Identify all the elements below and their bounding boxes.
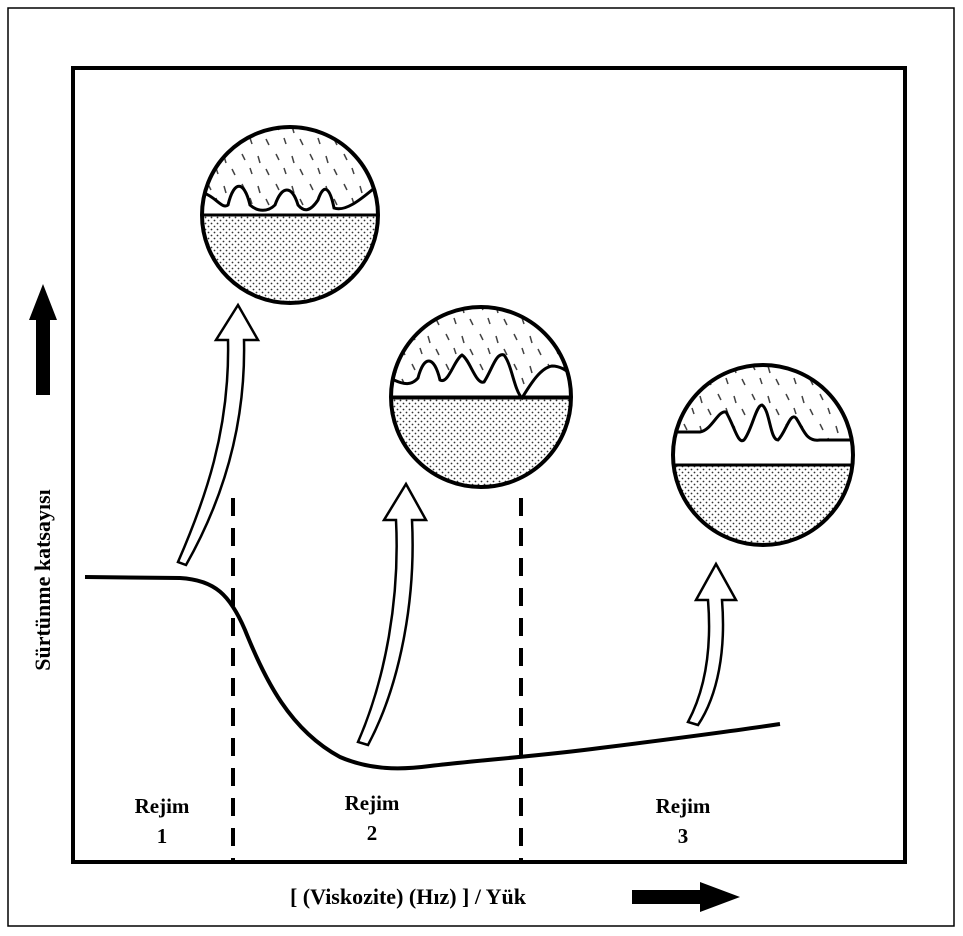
x-axis-label: [ (Viskozite) (Hız) ] / Yük	[290, 884, 527, 909]
regime-label: Rejim	[345, 791, 400, 815]
y-axis-label: Sürtünme katsayısı	[30, 489, 55, 671]
friction-curve	[85, 577, 780, 768]
diagram: Rejim 1 Rejim 2 Rejim 3 Sürtünme katsayı…	[0, 0, 963, 936]
regime-number: 3	[678, 824, 689, 848]
arrow	[358, 484, 426, 745]
arrow	[178, 305, 258, 565]
arrow	[688, 564, 736, 725]
regime-label: Rejim	[135, 794, 190, 818]
y-axis-arrow	[29, 284, 57, 395]
regime-number: 1	[157, 824, 168, 848]
regime-label: Rejim	[656, 794, 711, 818]
x-axis-arrow	[632, 882, 740, 912]
regime-number: 2	[367, 821, 378, 845]
